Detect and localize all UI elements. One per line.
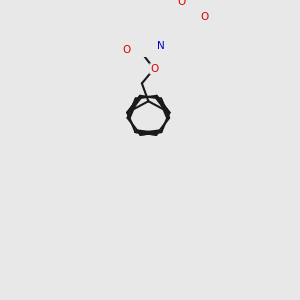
Text: O: O [200,12,208,22]
Text: O: O [178,0,186,7]
Text: O: O [150,64,158,74]
Text: O: O [122,45,130,55]
Text: N: N [157,41,164,51]
